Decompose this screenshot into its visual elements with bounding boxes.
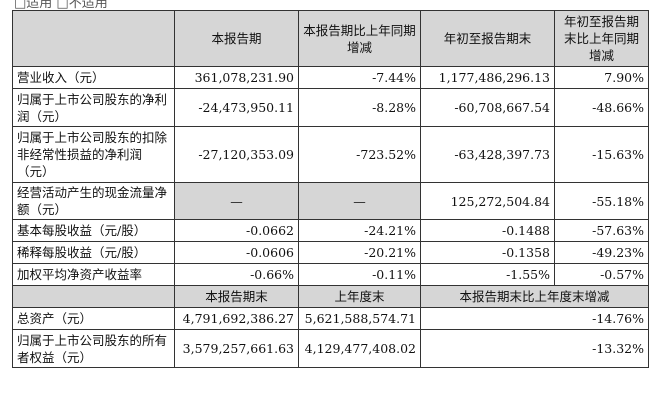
table-row: 经营活动产生的现金流量净额（元） — — 125,272,504.84 -55.… <box>12 182 649 220</box>
header-cell-item <box>12 10 175 67</box>
header-cell-ytd-change: 年初至报告期末比上年同期增减 <box>554 10 649 67</box>
cell-ytd: -0.1488 <box>420 219 555 242</box>
cell-current: 361,078,231.90 <box>174 66 299 89</box>
cell-change: -14.76% <box>420 307 649 330</box>
cell-current: -0.0662 <box>174 219 299 242</box>
cell-last-year-end: 4,129,477,408.02 <box>298 329 421 368</box>
cell-change: -13.32% <box>420 329 649 368</box>
cell-current-change: -723.52% <box>298 126 421 183</box>
financial-summary-table: 本报告期 本报告期比上年同期增减 年初至报告期末 年初至报告期末比上年同期增减 … <box>12 10 649 368</box>
table-header-row: 本报告期 本报告期比上年同期增减 年初至报告期末 年初至报告期末比上年同期增减 <box>12 10 649 67</box>
cell-current-change: -24.21% <box>298 219 421 242</box>
table-row: 归属于上市公司股东的扣除非经常性损益的净利润（元） -27,120,353.09… <box>12 126 649 183</box>
row-label: 基本每股收益（元/股） <box>12 219 175 242</box>
row-label: 归属于上市公司股东的扣除非经常性损益的净利润（元） <box>12 126 175 183</box>
subheader-cell-last-year-end: 上年度末 <box>298 285 421 308</box>
subheader-cell-period-end: 本报告期末 <box>174 285 299 308</box>
cell-current-change: -20.21% <box>298 241 421 264</box>
cell-ytd: -63,428,397.73 <box>420 126 555 183</box>
cell-ytd-change: 7.90% <box>554 66 649 89</box>
row-label: 经营活动产生的现金流量净额（元） <box>12 182 175 220</box>
header-cell-ytd: 年初至报告期末 <box>420 10 555 67</box>
cell-current-empty: — <box>174 182 299 220</box>
cell-current-change: -8.28% <box>298 88 421 127</box>
header-cell-current-change: 本报告期比上年同期增减 <box>298 10 421 67</box>
row-label: 加权平均净资产收益率 <box>12 263 175 286</box>
cell-ytd-change: -49.23% <box>554 241 649 264</box>
table-row: 总资产（元） 4,791,692,386.27 5,621,588,574.71… <box>12 307 649 330</box>
cell-current: -0.0606 <box>174 241 299 264</box>
table-row: 加权平均净资产收益率 -0.66% -0.11% -1.55% -0.57% <box>12 263 649 286</box>
subheader-cell-item <box>12 285 175 308</box>
cell-period-end: 3,579,257,661.63 <box>174 329 299 368</box>
table-row: 归属于上市公司股东的所有者权益（元） 3,579,257,661.63 4,12… <box>12 329 649 368</box>
row-label: 归属于上市公司股东的所有者权益（元） <box>12 329 175 368</box>
cell-current-change: -0.11% <box>298 263 421 286</box>
row-label: 稀释每股收益（元/股） <box>12 241 175 264</box>
top-note: □适用 □不适用 <box>14 0 108 11</box>
cell-ytd-change: -55.18% <box>554 182 649 220</box>
table-row: 营业收入（元） 361,078,231.90 -7.44% 1,177,486,… <box>12 66 649 89</box>
cell-last-year-end: 5,621,588,574.71 <box>298 307 421 330</box>
cell-ytd: 125,272,504.84 <box>420 182 555 220</box>
row-label: 归属于上市公司股东的净利润（元） <box>12 88 175 127</box>
cell-ytd-change: -15.63% <box>554 126 649 183</box>
cell-current: -27,120,353.09 <box>174 126 299 183</box>
cell-current-change-empty: — <box>298 182 421 220</box>
row-label: 营业收入（元） <box>12 66 175 89</box>
cell-period-end: 4,791,692,386.27 <box>174 307 299 330</box>
table-row: 基本每股收益（元/股） -0.0662 -24.21% -0.1488 -57.… <box>12 219 649 242</box>
subheader-cell-change: 本报告期末比上年度末增减 <box>420 285 649 308</box>
cell-ytd: -0.1358 <box>420 241 555 264</box>
cell-current: -0.66% <box>174 263 299 286</box>
cell-current-change: -7.44% <box>298 66 421 89</box>
table-subheader-row: 本报告期末 上年度末 本报告期末比上年度末增减 <box>12 285 649 308</box>
cell-ytd: -1.55% <box>420 263 555 286</box>
header-cell-current: 本报告期 <box>174 10 299 67</box>
cell-ytd: -60,708,667.54 <box>420 88 555 127</box>
table-row: 归属于上市公司股东的净利润（元） -24,473,950.11 -8.28% -… <box>12 88 649 127</box>
cell-current: -24,473,950.11 <box>174 88 299 127</box>
cell-ytd-change: -57.63% <box>554 219 649 242</box>
table-row: 稀释每股收益（元/股） -0.0606 -20.21% -0.1358 -49.… <box>12 241 649 264</box>
cell-ytd-change: -48.66% <box>554 88 649 127</box>
cell-ytd: 1,177,486,296.13 <box>420 66 555 89</box>
row-label: 总资产（元） <box>12 307 175 330</box>
cell-ytd-change: -0.57% <box>554 263 649 286</box>
